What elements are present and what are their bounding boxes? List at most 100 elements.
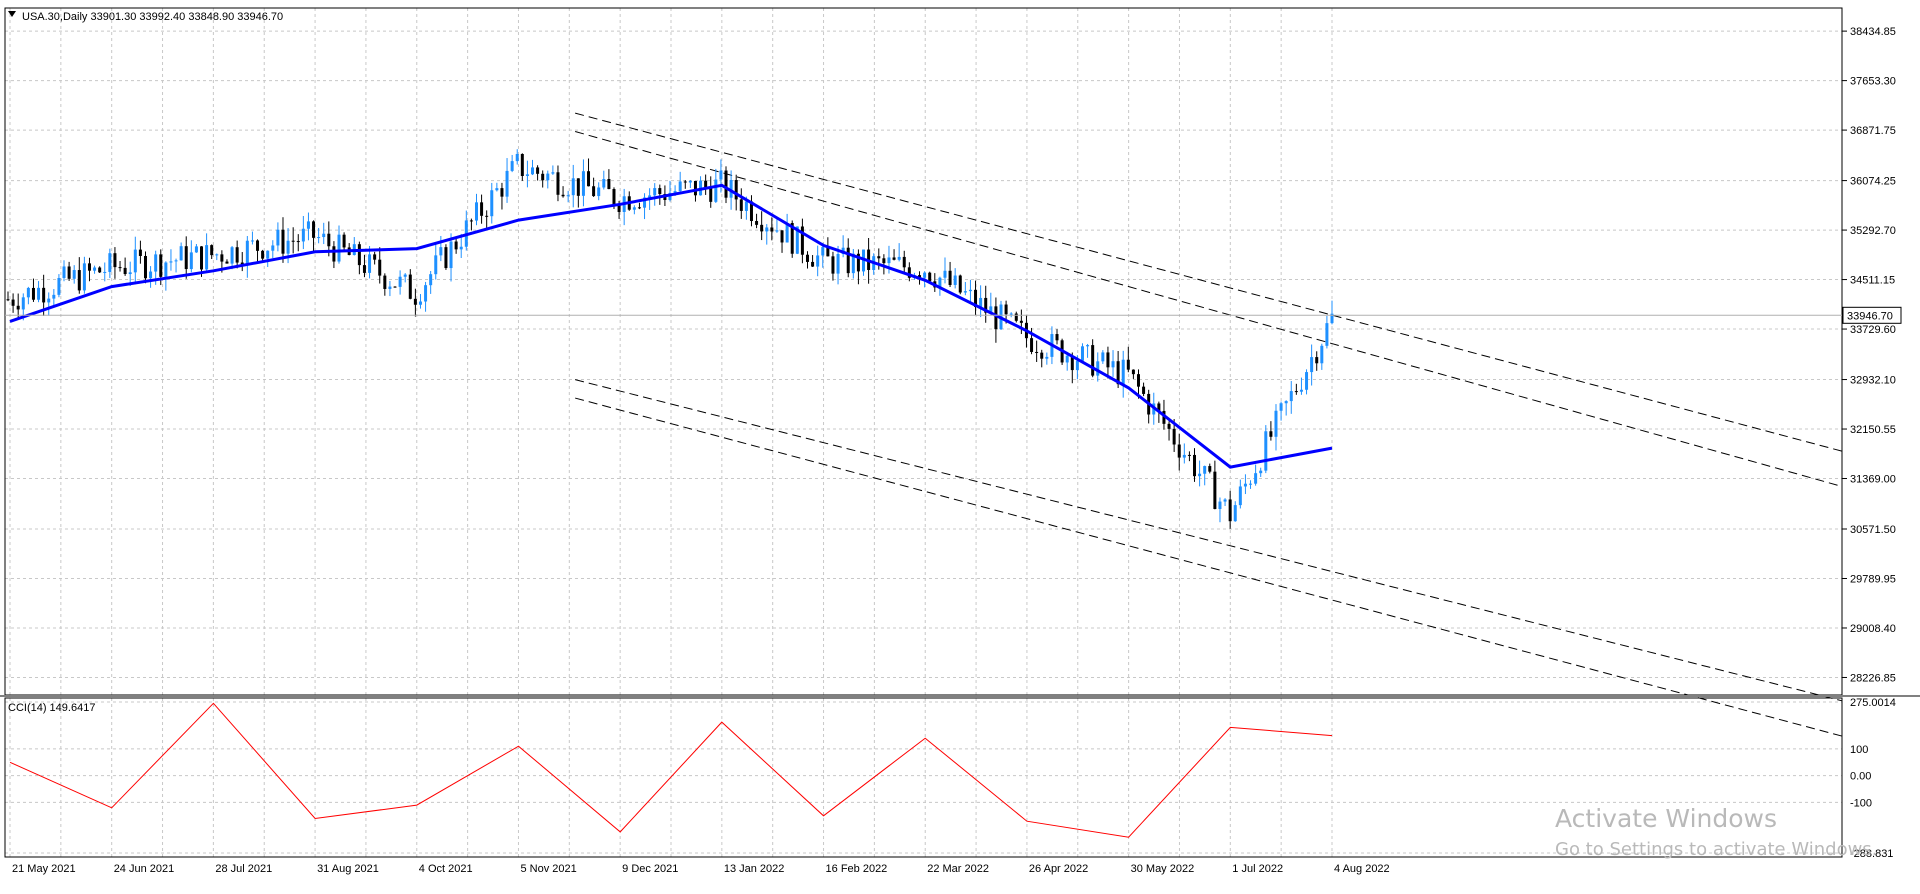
candle-body <box>765 227 769 232</box>
candle-body <box>357 244 361 266</box>
candle-body <box>1269 431 1273 437</box>
candle-body <box>1014 313 1018 321</box>
candle-body <box>1299 389 1303 392</box>
candle-body <box>597 187 601 197</box>
candle-body <box>744 201 748 211</box>
candle-body <box>1233 505 1237 522</box>
candle-body <box>174 260 178 262</box>
candle-body <box>1086 345 1090 347</box>
candle-body <box>688 180 692 183</box>
price-tick-label: 28226.85 <box>1850 672 1896 684</box>
candle-body <box>1096 361 1100 376</box>
candle-body <box>444 247 448 269</box>
candle-body <box>994 306 998 330</box>
date-tick-label: 4 Oct 2021 <box>419 863 473 875</box>
candle-body <box>561 194 565 197</box>
candle-body <box>113 253 117 268</box>
date-tick-label: 16 Feb 2022 <box>826 863 888 875</box>
candle-body <box>1208 466 1212 472</box>
current-price-box <box>1842 306 1902 324</box>
candle-body <box>1019 320 1023 323</box>
candle-body <box>556 172 560 195</box>
candle-body <box>154 254 158 272</box>
date-tick-label: 5 Nov 2021 <box>520 863 576 875</box>
candle-body <box>480 202 484 216</box>
candle-body <box>571 178 575 196</box>
candle-body <box>1213 471 1217 509</box>
candle-body <box>790 223 794 254</box>
price-tick-label: 29789.95 <box>1850 573 1896 585</box>
candle-body <box>785 223 789 243</box>
candle-body <box>755 221 759 225</box>
current-price-label: 33946.70 <box>1847 310 1893 322</box>
candle-body <box>271 245 275 251</box>
candle-body <box>704 180 708 188</box>
candle-body <box>811 261 815 267</box>
candle-body <box>1320 345 1324 364</box>
candle-body <box>159 254 163 277</box>
candle-body <box>1223 499 1227 502</box>
candle-body <box>760 224 764 232</box>
candle-body <box>1070 355 1074 371</box>
candle-body <box>332 246 336 262</box>
candle-body <box>637 207 641 209</box>
candle-body <box>918 275 922 278</box>
candle-body <box>459 246 463 250</box>
candle-body <box>1177 444 1181 458</box>
chevron-down-icon[interactable] <box>8 11 16 17</box>
cci-tick-label: -100 <box>1850 797 1872 809</box>
candle-body <box>6 299 10 301</box>
candle-body <box>1310 357 1314 373</box>
candle-body <box>1325 323 1329 346</box>
candle-body <box>1203 466 1207 474</box>
candle-body <box>138 249 142 256</box>
candle-body <box>1136 374 1140 387</box>
candle-body <box>1101 352 1105 362</box>
candle-body <box>408 274 412 299</box>
candle-body <box>500 188 504 197</box>
candle-body <box>164 262 168 277</box>
candle-body <box>643 197 647 208</box>
candle-body <box>1009 313 1013 315</box>
candle-body <box>230 247 234 264</box>
candle-body <box>16 305 20 310</box>
candle-body <box>892 257 896 260</box>
candle-body <box>149 271 153 279</box>
candle-body <box>1330 313 1334 324</box>
date-tick-label: 4 Aug 2022 <box>1334 863 1390 875</box>
cci-line <box>9 702 1333 838</box>
trendlines-layer[interactable] <box>575 112 1843 737</box>
candle-body <box>617 204 621 212</box>
candle-body <box>856 253 860 272</box>
candle-body <box>317 237 321 239</box>
candle-body <box>551 172 555 174</box>
price-tick-label: 38434.85 <box>1850 26 1896 38</box>
date-tick-label: 31 Aug 2021 <box>317 863 379 875</box>
candle-body <box>693 180 697 196</box>
candle-body <box>729 180 733 198</box>
candle-body <box>179 246 183 261</box>
price-tick-label: 34511.15 <box>1850 275 1895 287</box>
candle-body <box>169 261 173 263</box>
candle-body <box>312 221 316 238</box>
candle-body <box>1126 359 1130 370</box>
price-tick-label: 30571.50 <box>1850 524 1896 536</box>
candle-body <box>388 286 392 289</box>
candle-body <box>1294 391 1298 393</box>
candle-body <box>434 255 438 275</box>
candle-body <box>77 270 81 291</box>
price-tick-label: 31369.00 <box>1850 474 1896 486</box>
candle-body <box>780 230 784 243</box>
candle-body <box>250 240 254 242</box>
candle-body <box>1243 483 1247 487</box>
date-tick-label: 26 Apr 2022 <box>1029 863 1088 875</box>
candle-body <box>220 254 224 262</box>
candle-body <box>133 249 137 273</box>
candle-body <box>648 195 652 198</box>
cci-tick-label: -288.831 <box>1850 848 1893 860</box>
candle-body <box>1075 360 1079 371</box>
candle-body <box>1040 352 1044 359</box>
candle-body <box>902 256 906 268</box>
